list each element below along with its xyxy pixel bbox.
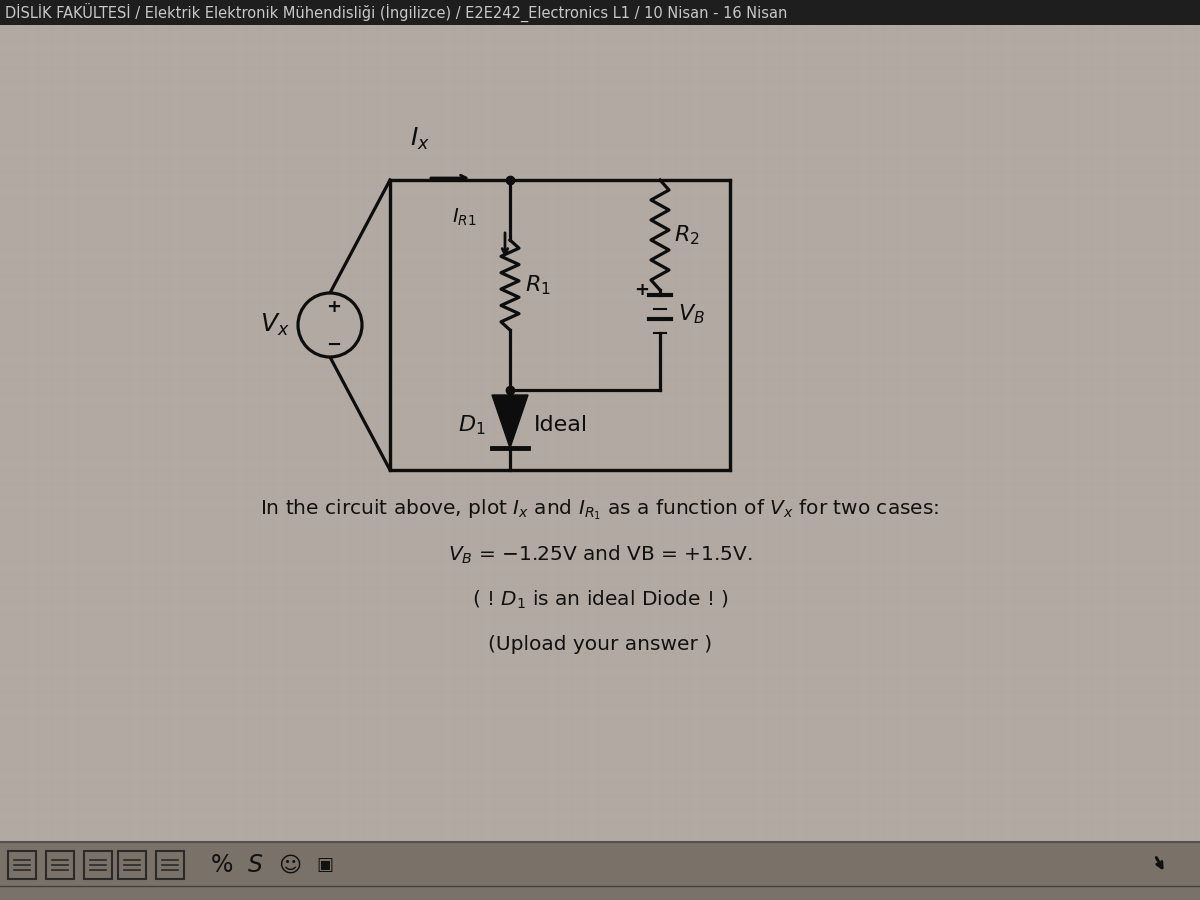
Circle shape [298,293,362,357]
Text: ▣: ▣ [317,856,334,874]
Text: ☺: ☺ [278,855,301,875]
Text: ( ! $D_1$ is an ideal Diode ! ): ( ! $D_1$ is an ideal Diode ! ) [472,589,728,611]
Text: +: + [326,298,342,316]
Bar [390,180,730,470]
Bar [156,851,184,879]
Polygon shape [492,395,528,448]
Bar [0,0,1200,25]
Text: $V_x$: $V_x$ [260,312,290,338]
Bar [8,851,36,879]
Bar [118,851,146,879]
Text: $R_2$: $R_2$ [674,223,700,247]
Text: −: − [326,336,342,354]
Text: +: + [635,281,649,299]
Text: $D_1$: $D_1$ [458,413,486,436]
Text: (Upload your answer ): (Upload your answer ) [488,635,712,654]
Text: Ideal: Ideal [534,415,588,435]
Text: $\it{I}$$_{R1}$: $\it{I}$$_{R1}$ [452,207,478,228]
Text: %: % [211,853,233,878]
Bar [0,842,1200,900]
Text: S: S [247,853,263,878]
Text: $\it{I}$$_x$: $\it{I}$$_x$ [410,126,430,152]
Text: DİSLİK FAKÜLTESİ / Elektrik Elektronik Mühendisliği (İngilizce) / E2E242_Electro: DİSLİK FAKÜLTESİ / Elektrik Elektronik M… [5,3,787,22]
Text: $V_B$ = $-$1.25V and VB = +1.5V.: $V_B$ = $-$1.25V and VB = +1.5V. [448,544,752,566]
Bar [46,851,74,879]
Text: $V_B$: $V_B$ [678,302,704,326]
Text: $R_1$: $R_1$ [526,274,551,297]
Text: In the circuit above, plot $I_x$ and $I_{R_1}$ as a function of $V_x$ for two ca: In the circuit above, plot $I_x$ and $I_… [260,498,940,522]
Bar [84,851,112,879]
